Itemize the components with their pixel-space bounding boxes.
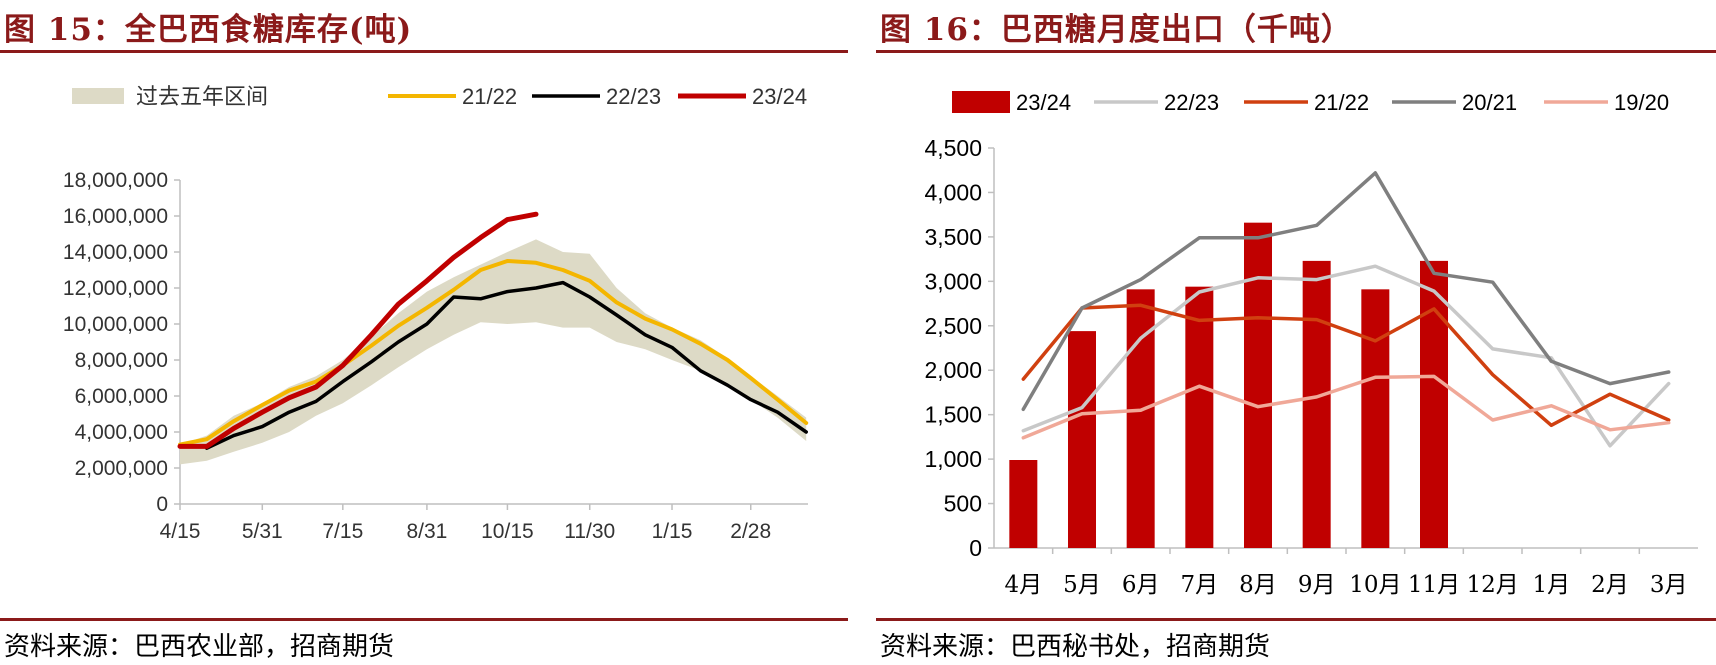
- source-rule: [0, 618, 848, 621]
- x-tick-label: 7月: [1181, 572, 1219, 598]
- x-tick-label: 2/28: [730, 520, 771, 543]
- bar-2324: [1361, 289, 1390, 548]
- x-tick-label: 8月: [1239, 572, 1277, 598]
- source-rule: [876, 618, 1716, 621]
- bar-2324: [1420, 260, 1448, 548]
- x-tick-label: 9月: [1298, 572, 1336, 598]
- series-line-22-23: [205, 280, 808, 450]
- figure-15-title: 图 15：全巴西食糖库存(吨): [4, 12, 413, 48]
- y-tick-label: 8,000,000: [75, 349, 168, 372]
- y-tick-label: 0: [156, 493, 168, 516]
- series-line-19-20: [1021, 374, 1671, 440]
- series-line-20-21: [1021, 171, 1671, 412]
- y-tick-label: 16,000,000: [63, 205, 168, 228]
- legend-label-21-22: 21/22: [462, 84, 517, 109]
- y-tick-label: 6,000,000: [75, 385, 168, 408]
- y-tick-label: 1,000: [924, 446, 982, 472]
- bar-2324: [1302, 260, 1331, 548]
- y-tick-label: 4,000,000: [75, 421, 168, 444]
- y-tick-label: 2,000: [924, 357, 982, 383]
- figure-16-source: 资料来源：巴西秘书处，招商期货: [880, 632, 1271, 662]
- y-tick-label: 1,500: [924, 402, 982, 428]
- legend-label-20-21: 20/21: [1462, 90, 1517, 115]
- legend-label-22-23: 22/23: [606, 84, 661, 109]
- y-tick-label: 4,000: [924, 179, 982, 205]
- series-line-22-23: [1021, 264, 1671, 448]
- figure-15: 图 15：全巴西食糖库存(吨) 0 2,000,000 4,000,000 6,000…: [0, 0, 848, 665]
- y-tick-label: 2,000,000: [75, 457, 168, 480]
- series-line-21-22: [1021, 303, 1671, 428]
- x-tick-label: 12月: [1467, 572, 1519, 598]
- bar-2324: [1068, 331, 1096, 548]
- y-tick-label: 2,500: [924, 313, 982, 339]
- bar-2324: [1244, 222, 1272, 548]
- x-tick-label: 11月: [1408, 572, 1460, 598]
- bar-2324: [1126, 289, 1155, 548]
- figure-16: 图 16：巴西糖月度出口（千吨） 0 500 1,000 1,500 2,000 2,50…: [876, 0, 1716, 665]
- x-tick-label: 10月: [1349, 572, 1401, 598]
- legend-swatch-2324: [952, 91, 1010, 113]
- range-band-area: [180, 239, 807, 465]
- y-tick-label: 12,000,000: [63, 277, 168, 300]
- legend-label-19-20: 19/20: [1614, 90, 1669, 115]
- x-tick-label: 10/15: [481, 520, 534, 543]
- legend-label-21-22: 21/22: [1314, 90, 1369, 115]
- x-tick-label: 8/31: [406, 520, 447, 543]
- x-tick-label: 11/30: [564, 520, 615, 543]
- bar-2324: [1185, 286, 1214, 548]
- series-line-21-22: [178, 259, 809, 447]
- x-tick-label: 2月: [1591, 572, 1629, 598]
- stock-line-chart: 0 2,000,000 4,000,000 6,000,000 8,000,000 10,…: [63, 84, 809, 543]
- x-tick-label: 4/15: [160, 520, 201, 543]
- y-tick-label: 0: [969, 535, 982, 561]
- x-tick-label: 1月: [1533, 572, 1571, 598]
- x-tick-label: 4月: [1005, 572, 1043, 598]
- figure-16-title: 图 16：巴西糖月度出口（千吨）: [880, 12, 1353, 48]
- x-tick-label: 5/31: [242, 520, 283, 543]
- x-tick-label: 6月: [1122, 572, 1160, 598]
- bar-2324: [1009, 460, 1038, 548]
- x-tick-label: 5月: [1063, 572, 1101, 598]
- y-tick-label: 10,000,000: [63, 313, 168, 336]
- y-tick-label: 14,000,000: [63, 241, 168, 264]
- legend-label-23-24: 23/24: [752, 84, 807, 109]
- legend-label-range: 过去五年区间: [136, 85, 268, 110]
- legend-label-22-23: 22/23: [1164, 90, 1219, 115]
- legend-swatch-range: [72, 88, 124, 104]
- figure-15-source: 资料来源：巴西农业部，招商期货: [4, 632, 395, 662]
- legend-label-2324: 23/24: [1016, 90, 1071, 115]
- x-tick-label: 1/15: [652, 520, 693, 543]
- x-tick-label: 3月: [1650, 572, 1688, 598]
- title-rule: [876, 50, 1716, 53]
- title-rule: [0, 50, 848, 53]
- x-tick-label: 7/15: [322, 520, 363, 543]
- y-tick-label: 3,000: [924, 268, 982, 294]
- y-tick-label: 500: [944, 491, 982, 517]
- export-bar-line-chart: 0 500 1,000 1,500 2,000 2,500 3,000 3,500 4,000 4…: [924, 90, 1698, 598]
- series-line-23-24: [177, 211, 539, 449]
- y-tick-label: 4,500: [924, 135, 982, 161]
- y-tick-label: 3,500: [924, 224, 982, 250]
- y-tick-label: 18,000,000: [63, 169, 168, 192]
